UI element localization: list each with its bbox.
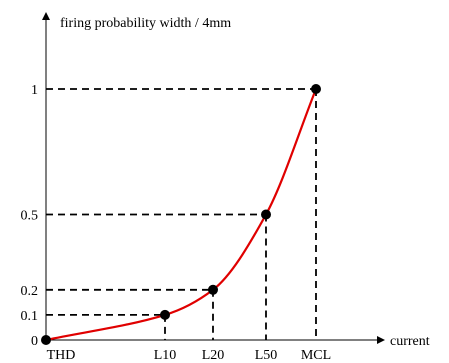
data-point-mcl [311, 84, 321, 94]
x-tick-labels: THD L10 L20 L50 MCL [47, 348, 332, 363]
y-tick-label: 1 [31, 83, 38, 98]
y-axis-label: firing probability width / 4mm [60, 16, 231, 31]
guide-lines [46, 88, 317, 340]
x-tick-label: L50 [255, 348, 278, 363]
data-point-l10 [160, 309, 170, 320]
x-tick-label: L10 [154, 348, 177, 363]
y-tick-label: 0.1 [21, 309, 39, 324]
x-tick-label: MCL [301, 348, 331, 363]
data-point-l20 [208, 284, 218, 295]
data-points [41, 84, 321, 345]
x-tick-label: L20 [202, 348, 225, 363]
y-tick-label: 0 [31, 334, 38, 349]
y-tick-label: 0.2 [21, 284, 39, 299]
y-tick-labels: 0 0.1 0.2 0.5 1 [21, 83, 39, 349]
x-tick-label: THD [47, 348, 76, 363]
data-point-l50 [261, 209, 271, 220]
data-point-thd [41, 335, 51, 345]
y-tick-label: 0.5 [21, 209, 39, 224]
x-axis-label: current [390, 334, 430, 349]
